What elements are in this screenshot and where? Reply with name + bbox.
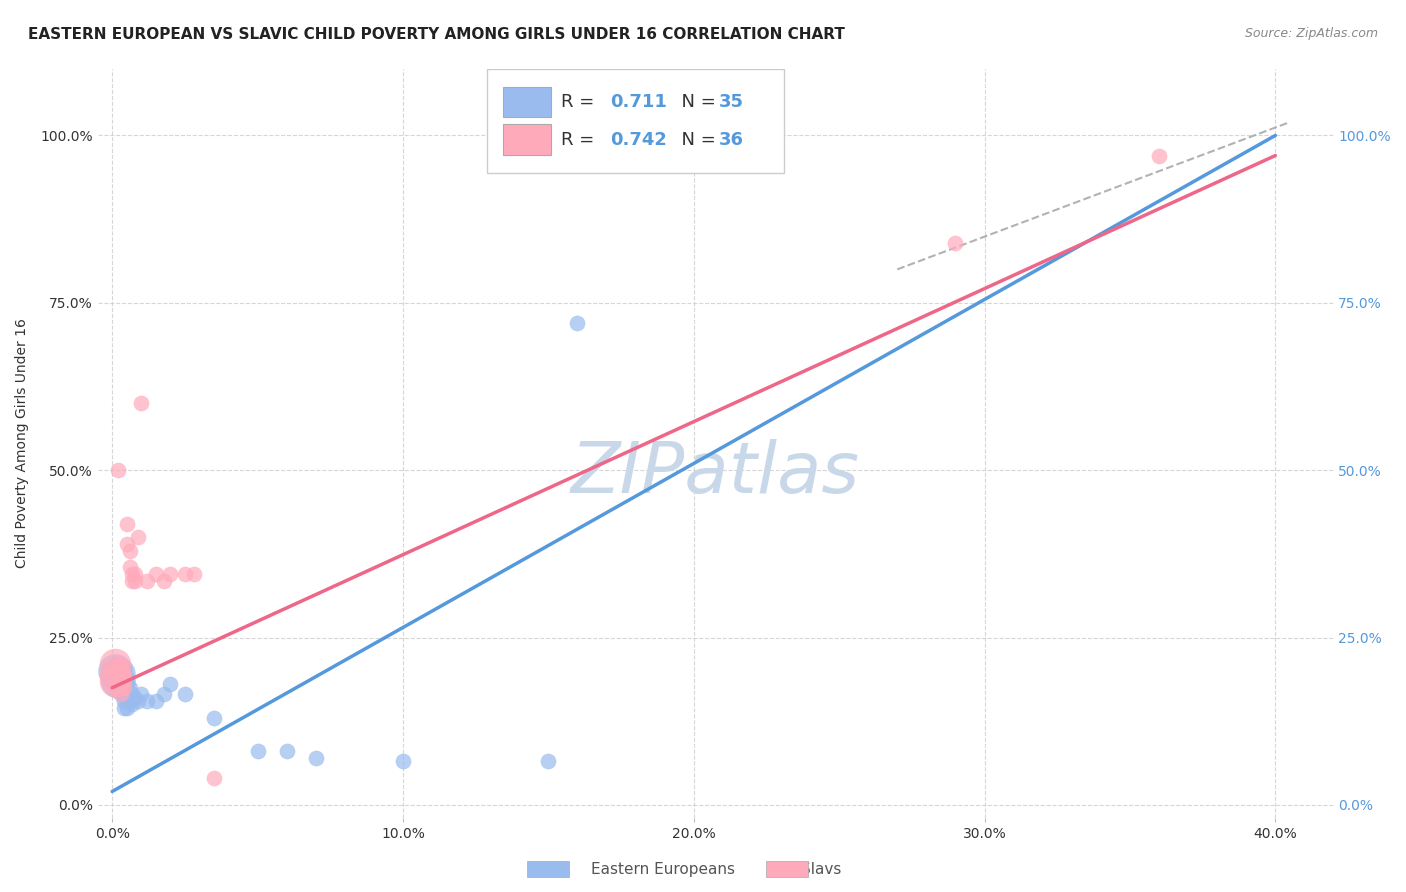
Point [305,751,328,765]
Point [110,667,132,681]
Point [112,688,135,702]
Point [173,688,195,702]
Point [115,688,138,702]
Text: R =: R = [561,131,600,149]
Point [136,694,159,708]
FancyBboxPatch shape [503,87,551,117]
Point [118,560,141,574]
Point [127,530,149,544]
Point [121,698,143,712]
Point [110,681,132,695]
Point [121,688,143,702]
Point [945,235,967,250]
Point [107,667,129,681]
Point [115,677,138,691]
Point [124,574,146,588]
Point [104,657,127,672]
Text: ZIPatlas: ZIPatlas [571,439,860,508]
Point [110,688,132,702]
Point [145,566,167,581]
Point [153,688,176,702]
Point [107,681,129,695]
Point [159,566,181,581]
Point [159,677,181,691]
Point [107,674,129,689]
Point [107,681,129,695]
Point [136,574,159,588]
Point [121,566,143,581]
Point [110,674,132,689]
Point [276,744,298,758]
FancyBboxPatch shape [486,69,783,173]
Point [145,694,167,708]
Point [112,701,135,715]
Text: N =: N = [669,131,721,149]
Point [107,667,129,681]
Text: Eastern Europeans: Eastern Europeans [591,863,734,877]
Point [202,711,225,725]
Point [118,694,141,708]
Point [121,574,143,588]
Text: 36: 36 [720,131,744,149]
Point [124,566,146,581]
Point [110,667,132,681]
Point [537,755,560,769]
Point [112,681,135,695]
Point [104,667,127,681]
Point [129,396,152,410]
Point [127,694,149,708]
Text: EASTERN EUROPEAN VS SLAVIC CHILD POVERTY AMONG GIRLS UNDER 16 CORRELATION CHART: EASTERN EUROPEAN VS SLAVIC CHILD POVERTY… [28,27,845,42]
Point [110,681,132,695]
Point [107,463,129,477]
Point [115,701,138,715]
Point [567,316,589,330]
Text: 35: 35 [720,93,744,111]
Point [115,694,138,708]
Point [202,771,225,785]
Point [124,690,146,705]
Y-axis label: Child Poverty Among Girls Under 16: Child Poverty Among Girls Under 16 [15,318,30,568]
Point [115,516,138,531]
Point [173,566,195,581]
Point [112,694,135,708]
Point [107,657,129,672]
Text: N =: N = [669,93,721,111]
Point [118,543,141,558]
Point [104,664,127,678]
Point [104,681,127,695]
Point [112,667,135,681]
Point [392,755,415,769]
Text: 0.711: 0.711 [610,93,668,111]
Point [110,688,132,702]
Point [246,744,269,758]
Point [183,566,205,581]
Point [110,674,132,689]
Point [118,681,141,695]
Text: 0.742: 0.742 [610,131,668,149]
Text: Slavs: Slavs [801,863,842,877]
Point [153,574,176,588]
Text: R =: R = [561,93,600,111]
Point [112,674,135,689]
Text: Source: ZipAtlas.com: Source: ZipAtlas.com [1244,27,1378,40]
Point [129,688,152,702]
Point [110,657,132,672]
Point [112,681,135,695]
Point [1147,148,1170,162]
FancyBboxPatch shape [503,124,551,155]
Point [104,674,127,689]
Point [107,674,129,689]
Point [115,537,138,551]
